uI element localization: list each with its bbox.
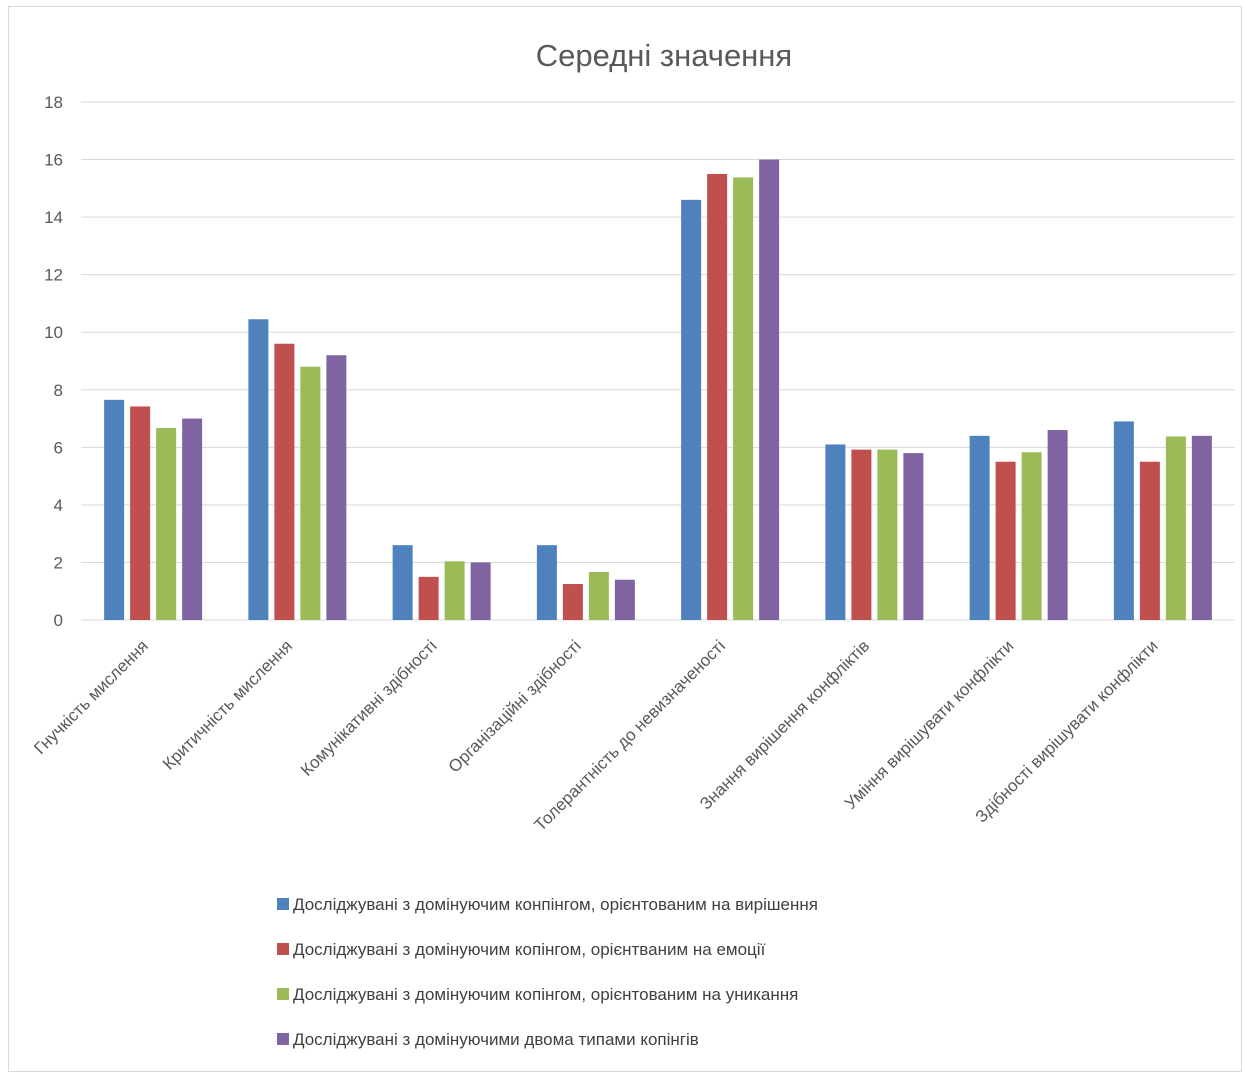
bar <box>248 319 269 620</box>
bar <box>1165 436 1186 620</box>
legend: Досліджувані з домінуючим конпінгом, орі… <box>277 895 818 1049</box>
legend-label: Досліджувані з домінуючими двома типами … <box>293 1030 699 1049</box>
x-category-label: Організаційні здібності <box>445 636 585 776</box>
legend-label: Досліджувані з домінуючим конпінгом, орі… <box>293 895 818 914</box>
bar <box>759 159 780 621</box>
x-category-label: Знання вирішення конфліктів <box>696 636 873 813</box>
bar <box>1021 452 1042 620</box>
bar <box>588 571 609 620</box>
legend-label: Досліджувані з домінуючим копінгом, оріє… <box>293 985 798 1004</box>
bar <box>156 428 177 620</box>
bar <box>877 449 898 620</box>
y-tick-label: 18 <box>44 93 63 112</box>
bar <box>1113 421 1134 620</box>
bar <box>614 579 635 620</box>
y-tick-label: 10 <box>44 323 63 342</box>
chart-title: Середні значення <box>536 38 792 73</box>
bar <box>707 173 728 620</box>
y-tick-label: 6 <box>54 438 63 457</box>
y-tick-label: 12 <box>44 266 63 285</box>
bar <box>851 449 872 620</box>
bar <box>444 561 465 620</box>
bar <box>104 399 125 620</box>
legend-swatch <box>277 988 289 1000</box>
x-category-label: Гнучкість мислення <box>30 636 152 758</box>
chart-svg: Середні значення 0 2 4 6 8 10 12 14 16 18 Гнучкіс… <box>30 38 1235 1049</box>
y-tick-label: 14 <box>44 208 63 227</box>
bar <box>995 461 1016 620</box>
x-category-label: Уміння вирішувати конфлікти <box>841 636 1018 813</box>
bars <box>104 159 1212 621</box>
legend-label: Досліджувані з домінуючим копінгом, оріє… <box>293 940 766 959</box>
bar <box>1191 435 1212 620</box>
chart-frame: Середні значення 0 2 4 6 8 10 12 14 16 18 Гнучкіс… <box>8 6 1242 1072</box>
grid-lines <box>81 101 1235 621</box>
bar <box>562 584 583 620</box>
bar <box>182 418 203 620</box>
y-tick-label: 16 <box>44 151 63 170</box>
y-tick-label: 8 <box>54 381 63 400</box>
bar <box>300 366 321 620</box>
bar <box>733 177 754 621</box>
bar <box>418 576 439 620</box>
bar <box>1139 461 1160 620</box>
bar <box>825 444 846 620</box>
y-tick-label: 4 <box>54 496 63 515</box>
legend-swatch <box>277 898 289 910</box>
legend-swatch <box>277 943 289 955</box>
y-tick-label: 0 <box>54 611 63 630</box>
bar <box>681 199 702 620</box>
bar <box>1047 430 1068 620</box>
y-tick-label: 2 <box>54 553 63 572</box>
y-axis-ticks: 0 2 4 6 8 10 12 14 16 18 <box>44 93 63 630</box>
x-axis-labels: Гнучкість мислення Критичність мислення Ко… <box>30 636 1161 834</box>
legend-swatch <box>277 1033 289 1045</box>
bar <box>274 343 295 620</box>
x-category-label: Комунікативні здібності <box>297 636 440 779</box>
x-category-label: Критичність мислення <box>159 636 296 773</box>
bar <box>903 453 924 620</box>
bar <box>392 545 413 620</box>
bar <box>536 545 557 620</box>
bar <box>470 562 491 620</box>
bar <box>130 406 151 620</box>
bar <box>969 435 990 620</box>
bar <box>326 355 347 620</box>
